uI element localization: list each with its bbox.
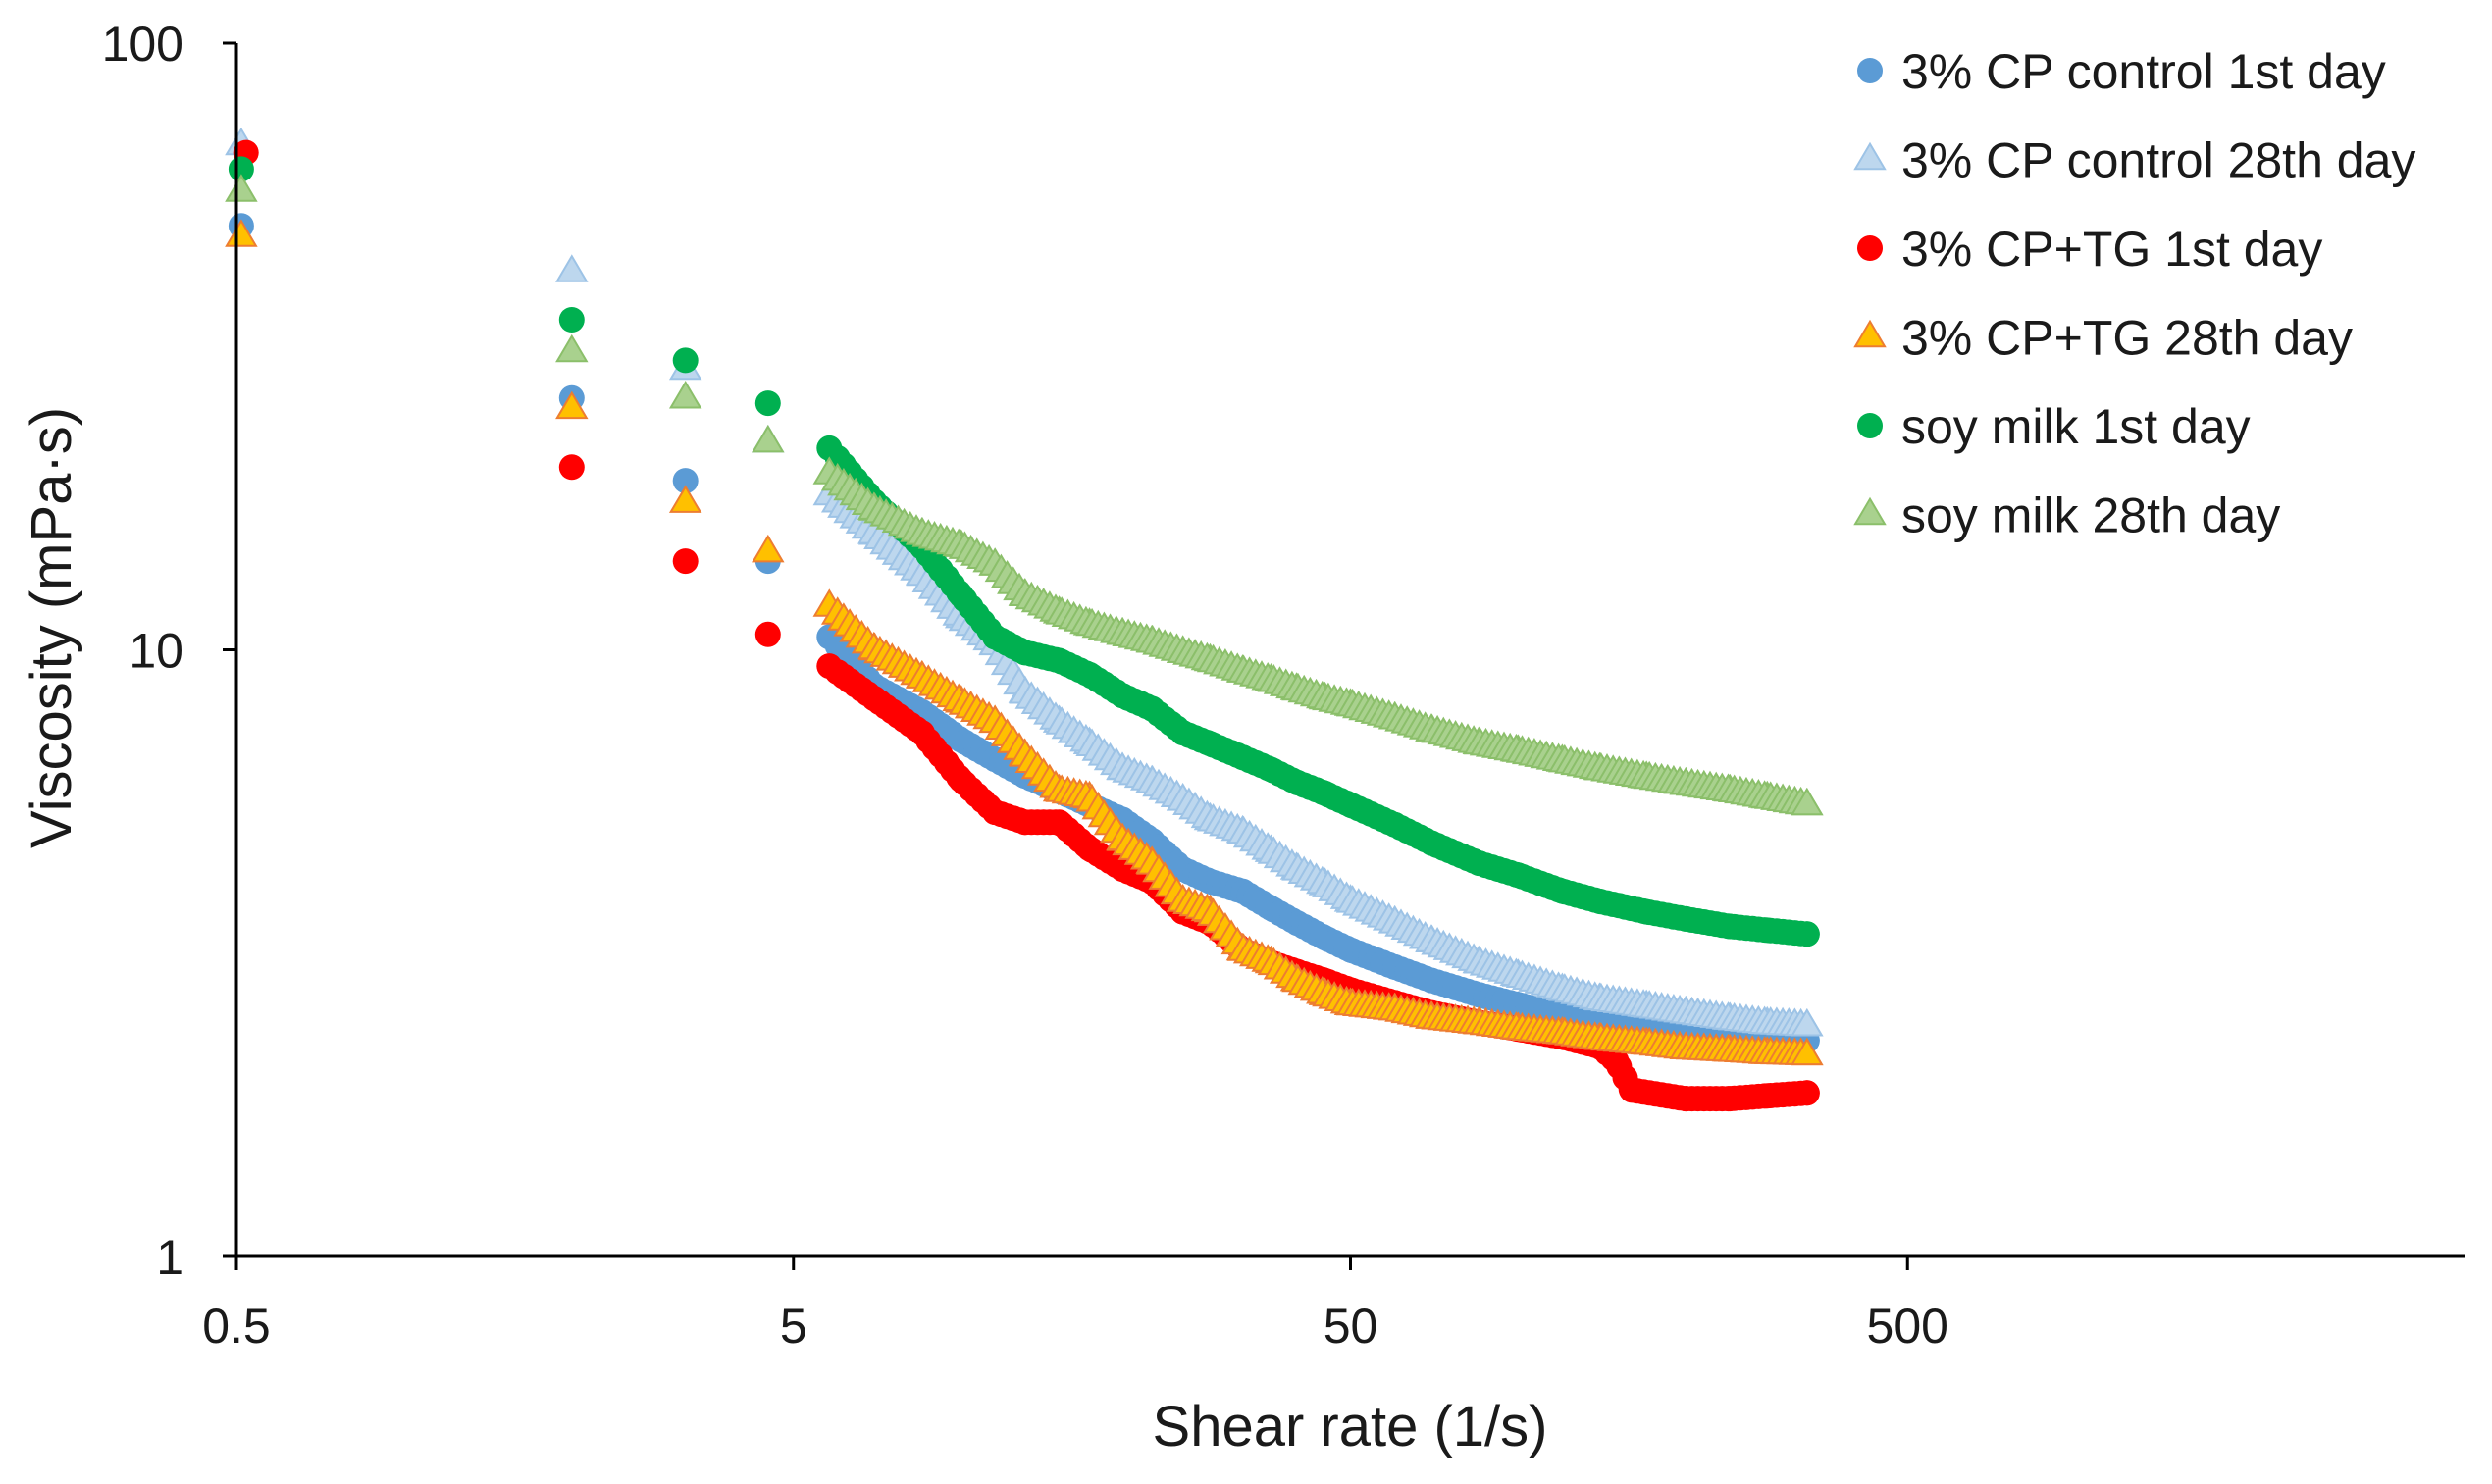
y-tick-label: 10: [129, 624, 183, 679]
data-point: [1791, 1037, 1824, 1066]
y-tick-label: 100: [102, 17, 183, 72]
legend-label: soy milk 28th day: [1901, 488, 2280, 543]
x-axis-title: Shear rate (1/s): [1153, 1395, 1548, 1458]
y-axis-title: Viscosity (mPa·s): [20, 407, 83, 848]
legend-triangle-marker: [1853, 319, 1887, 348]
data-point: [668, 485, 702, 513]
legend-item: 3% CP control 1st day: [1857, 44, 2386, 99]
data-point: [1793, 921, 1820, 947]
data-point: [225, 174, 258, 202]
data-point: [558, 307, 585, 333]
legend-label: 3% CP+TG 28th day: [1901, 311, 2353, 366]
axis-ticks: 0.5 5 50 500 1 10 100: [102, 17, 1948, 1354]
data-point: [225, 219, 258, 247]
plot-area: [225, 127, 1824, 1112]
data-point: [672, 548, 699, 575]
legend-circle-marker: [1857, 58, 1883, 83]
x-tick-label: 5: [780, 1299, 807, 1354]
data-point: [672, 468, 699, 494]
data-point: [1793, 1080, 1820, 1106]
legend-item: 3% CP+TG 1st day: [1857, 222, 2322, 277]
data-point: [754, 621, 781, 647]
data-point: [668, 381, 702, 409]
y-tick-label: 1: [156, 1230, 183, 1285]
x-tick-label: 0.5: [202, 1299, 271, 1354]
series-2: [225, 127, 1824, 1037]
series-4: [225, 219, 1824, 1066]
data-point: [555, 254, 589, 282]
legend-item: soy milk 1st day: [1857, 399, 2251, 454]
legend-triangle-marker: [1853, 496, 1887, 526]
legend-triangle-marker: [1853, 141, 1887, 171]
legend-item: soy milk 28th day: [1853, 488, 2280, 543]
legend-label: 3% CP control 28th day: [1901, 133, 2415, 188]
data-point: [672, 347, 699, 374]
legend-label: soy milk 1st day: [1901, 399, 2251, 454]
data-point: [1791, 787, 1824, 816]
data-point: [752, 424, 785, 453]
data-point: [752, 534, 785, 563]
data-point: [228, 156, 254, 182]
series-6: [225, 174, 1824, 816]
legend: 3% CP control 1st day 3% CP control 28th …: [1853, 44, 2415, 543]
x-tick-label: 500: [1867, 1299, 1948, 1354]
data-point: [555, 390, 589, 420]
legend-circle-marker: [1857, 413, 1883, 438]
legend-label: 3% CP control 1st day: [1901, 44, 2386, 99]
x-tick-label: 50: [1324, 1299, 1378, 1354]
legend-item: 3% CP control 28th day: [1853, 133, 2415, 188]
data-point: [754, 390, 781, 417]
data-point: [1791, 1008, 1824, 1037]
legend-item: 3% CP+TG 28th day: [1853, 311, 2353, 366]
legend-label: 3% CP+TG 1st day: [1901, 222, 2322, 277]
data-point: [558, 454, 585, 481]
legend-circle-marker: [1857, 235, 1883, 261]
data-point: [555, 333, 589, 363]
